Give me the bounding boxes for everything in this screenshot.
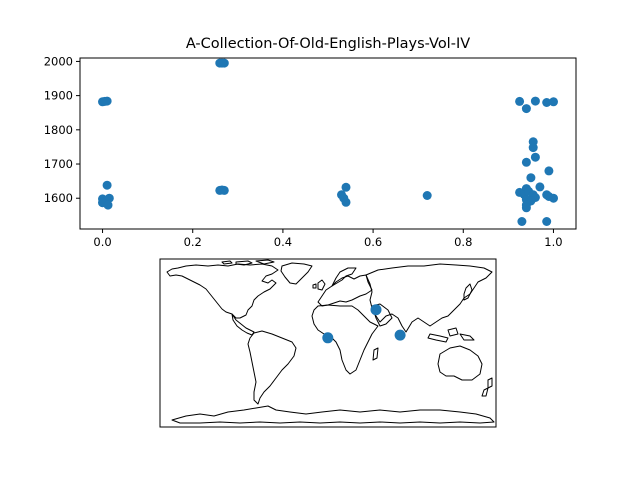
scatter-point <box>217 58 227 68</box>
scatter-point <box>521 104 531 114</box>
scatter-point <box>517 217 527 226</box>
plot-frame <box>79 57 577 230</box>
coastline-madagascar <box>372 347 379 361</box>
scatter-point <box>549 97 558 107</box>
scatter-point <box>100 96 110 106</box>
x-tick-label: 0.0 <box>93 235 111 249</box>
coastline-scandinavia <box>331 267 357 287</box>
map-point <box>322 332 334 344</box>
scatter-point <box>549 193 558 203</box>
coastline-australia <box>437 345 483 381</box>
x-tick-label: 0.4 <box>274 235 292 249</box>
coastline-japan <box>463 283 473 301</box>
map-point <box>394 329 406 341</box>
x-tick-label: 1.0 <box>544 235 562 249</box>
coastline-arctic-islands <box>221 259 275 266</box>
scatter-point <box>528 143 538 153</box>
coastline-indonesia <box>427 327 475 343</box>
scatter-point <box>217 185 227 195</box>
world-map-panel <box>159 258 497 428</box>
scatter-point <box>104 193 114 203</box>
coastline-antarctica <box>171 405 495 424</box>
coastline-south-america <box>247 330 297 405</box>
coastline-new-zealand <box>481 377 493 397</box>
y-tick-label: 2000 <box>44 54 73 68</box>
y-tick-label: 1800 <box>44 123 73 137</box>
y-tick-label: 1700 <box>44 157 73 171</box>
x-tick-label: 0.2 <box>184 235 202 249</box>
scatter-point <box>530 96 540 106</box>
coastline-asia <box>365 263 493 333</box>
scatter-point <box>542 217 552 226</box>
map-frame <box>159 258 497 428</box>
coastlines <box>166 259 495 424</box>
x-tick-label: 0.8 <box>454 235 472 249</box>
scatter-point <box>515 96 525 106</box>
coastline-greenland <box>280 262 313 285</box>
coastline-africa <box>311 304 379 375</box>
coastline-arabia <box>371 303 393 327</box>
x-tick-label: 0.6 <box>364 235 382 249</box>
scatter-point <box>102 180 112 190</box>
scatter-point <box>526 173 536 183</box>
scatter-point <box>530 152 540 162</box>
scatter-point <box>544 166 554 176</box>
scatter-point <box>521 203 531 213</box>
y-axis-ticks: 1600 1700 1800 1900 2000 <box>44 54 80 205</box>
coastline-north-america <box>166 263 279 319</box>
scatter-point <box>103 200 113 210</box>
scatter-point <box>341 182 351 192</box>
map-point <box>370 304 382 316</box>
scatter-point <box>341 197 351 207</box>
coastline-british-isles <box>312 279 326 291</box>
scatter-panel: A-Collection-Of-Old-English-Plays-Vol-IV… <box>44 36 577 249</box>
y-tick-label: 1900 <box>44 89 73 103</box>
scatter-point <box>422 191 432 200</box>
y-tick-label: 1600 <box>44 191 73 205</box>
scatter-point <box>542 98 552 107</box>
chart-title: A-Collection-Of-Old-English-Plays-Vol-IV <box>186 36 470 52</box>
map-points <box>322 304 406 344</box>
scatter-points <box>98 58 558 226</box>
scatter-point <box>521 157 531 167</box>
x-axis-ticks: 0.0 0.2 0.4 0.6 0.8 1.0 <box>93 229 563 249</box>
scatter-point <box>535 182 545 192</box>
